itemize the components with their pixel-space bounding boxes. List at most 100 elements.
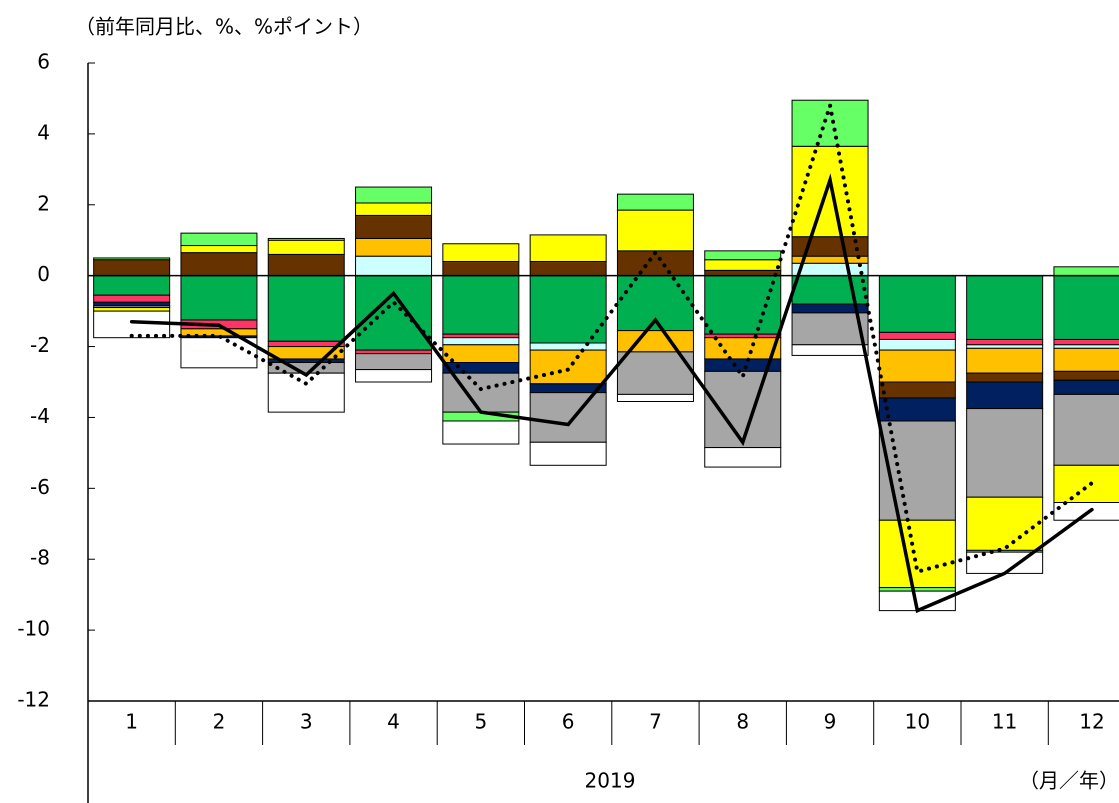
bar-segment — [791, 312, 869, 346]
bar-segment — [180, 337, 258, 369]
y-tick-label: 6 — [37, 50, 50, 74]
x-unit-label: （月／年） — [1019, 769, 1119, 793]
bar-segment — [529, 260, 607, 277]
bar-segment — [442, 243, 520, 262]
bar-segment — [1053, 266, 1119, 277]
x-tick-label: 9 — [824, 710, 837, 734]
bar-segment — [878, 275, 956, 333]
bar-segment — [267, 237, 345, 241]
bar-segment — [180, 328, 258, 337]
y-tick-label: -10 — [17, 617, 50, 641]
bar-segment — [355, 237, 433, 257]
x-tick-label: 4 — [387, 710, 400, 734]
bar-segment — [704, 250, 782, 261]
bar-segment — [355, 186, 433, 204]
bar-segment — [442, 337, 520, 346]
bar-segment — [93, 275, 171, 296]
bar-segment — [529, 342, 607, 351]
x-tick-label: 11 — [992, 710, 1017, 734]
x-tick-label: 6 — [562, 710, 575, 734]
bar-segment — [355, 202, 433, 216]
bar-segment — [355, 353, 433, 371]
y-tick-label: 4 — [37, 120, 50, 144]
bar-segment — [704, 337, 782, 360]
bar-segment — [616, 393, 694, 402]
bar-segment — [93, 294, 171, 303]
bar-segment — [93, 257, 171, 261]
bar-segment — [966, 372, 1044, 383]
bar-segment — [442, 372, 520, 413]
bar-segment — [878, 519, 956, 589]
bar-segment — [180, 245, 258, 254]
bar-segment — [355, 349, 433, 355]
bar-segment — [267, 275, 345, 342]
x-tick-label: 1 — [125, 710, 138, 734]
bar-segment — [616, 209, 694, 252]
x-tick-label: 2 — [213, 710, 226, 734]
y-axis-label: （前年同月比、%、%ポイント） — [75, 15, 373, 39]
bar-segment — [442, 275, 520, 335]
bar-segment — [791, 99, 869, 147]
bar-segment — [704, 370, 782, 449]
bar-segment — [529, 349, 607, 385]
x-group-label: 2019 — [585, 769, 636, 793]
bar-segment — [93, 259, 171, 277]
bar-segment — [704, 447, 782, 468]
bar-segment — [791, 344, 869, 356]
bar-segment — [878, 397, 956, 422]
bar-segment — [355, 275, 433, 351]
bar-segment — [704, 275, 782, 335]
bar-segment — [791, 275, 869, 305]
bar-segment — [267, 340, 345, 348]
bar-segment — [93, 301, 171, 307]
bar-segment — [1053, 393, 1119, 466]
y-tick-label: -4 — [30, 404, 50, 428]
bar-segment — [616, 330, 694, 353]
bar-segment — [878, 349, 956, 383]
bar-segment — [878, 338, 956, 351]
bar-segment — [1053, 347, 1119, 372]
x-tick-label: 10 — [905, 710, 930, 734]
bar-segment — [966, 408, 1044, 498]
y-tick-label: -2 — [30, 333, 50, 357]
bar-segment — [529, 275, 607, 344]
bar-segment — [180, 232, 258, 247]
bar-segment — [878, 587, 956, 592]
bar-segment — [267, 253, 345, 277]
y-tick-label: 2 — [37, 191, 50, 215]
y-tick-label: -12 — [17, 688, 50, 712]
bar-segment — [878, 331, 956, 340]
bar-segment — [966, 275, 1044, 340]
y-tick-label: 0 — [37, 262, 50, 286]
bar-segment — [355, 369, 433, 383]
bar-segment — [878, 381, 956, 399]
bar-segment — [966, 338, 1044, 346]
bar-segment — [966, 496, 1044, 551]
x-tick-label: 7 — [649, 710, 662, 734]
bar-segment — [180, 252, 258, 277]
bar-segment — [791, 145, 869, 238]
bar-segment — [1053, 370, 1119, 381]
bar-segment — [1053, 338, 1119, 346]
bar-segment — [442, 333, 520, 339]
bar-segment — [966, 347, 1044, 374]
bar-segment — [966, 381, 1044, 410]
bar-segment — [180, 275, 258, 321]
bar-segment — [1053, 275, 1119, 340]
bar-segment — [529, 441, 607, 466]
bar-segment — [529, 392, 607, 443]
line-series — [129, 104, 1094, 575]
x-tick-label: 8 — [736, 710, 749, 734]
y-tick-label: -8 — [30, 546, 50, 570]
bar-segment — [1053, 379, 1119, 395]
line-series — [129, 173, 1094, 614]
bar-segment — [1053, 464, 1119, 504]
bar-segment — [1053, 502, 1119, 521]
bar-segment — [878, 420, 956, 521]
bar-segment — [704, 269, 782, 277]
bar-segment — [355, 214, 433, 239]
bar-segment — [966, 344, 1044, 349]
bar-segment — [442, 362, 520, 374]
